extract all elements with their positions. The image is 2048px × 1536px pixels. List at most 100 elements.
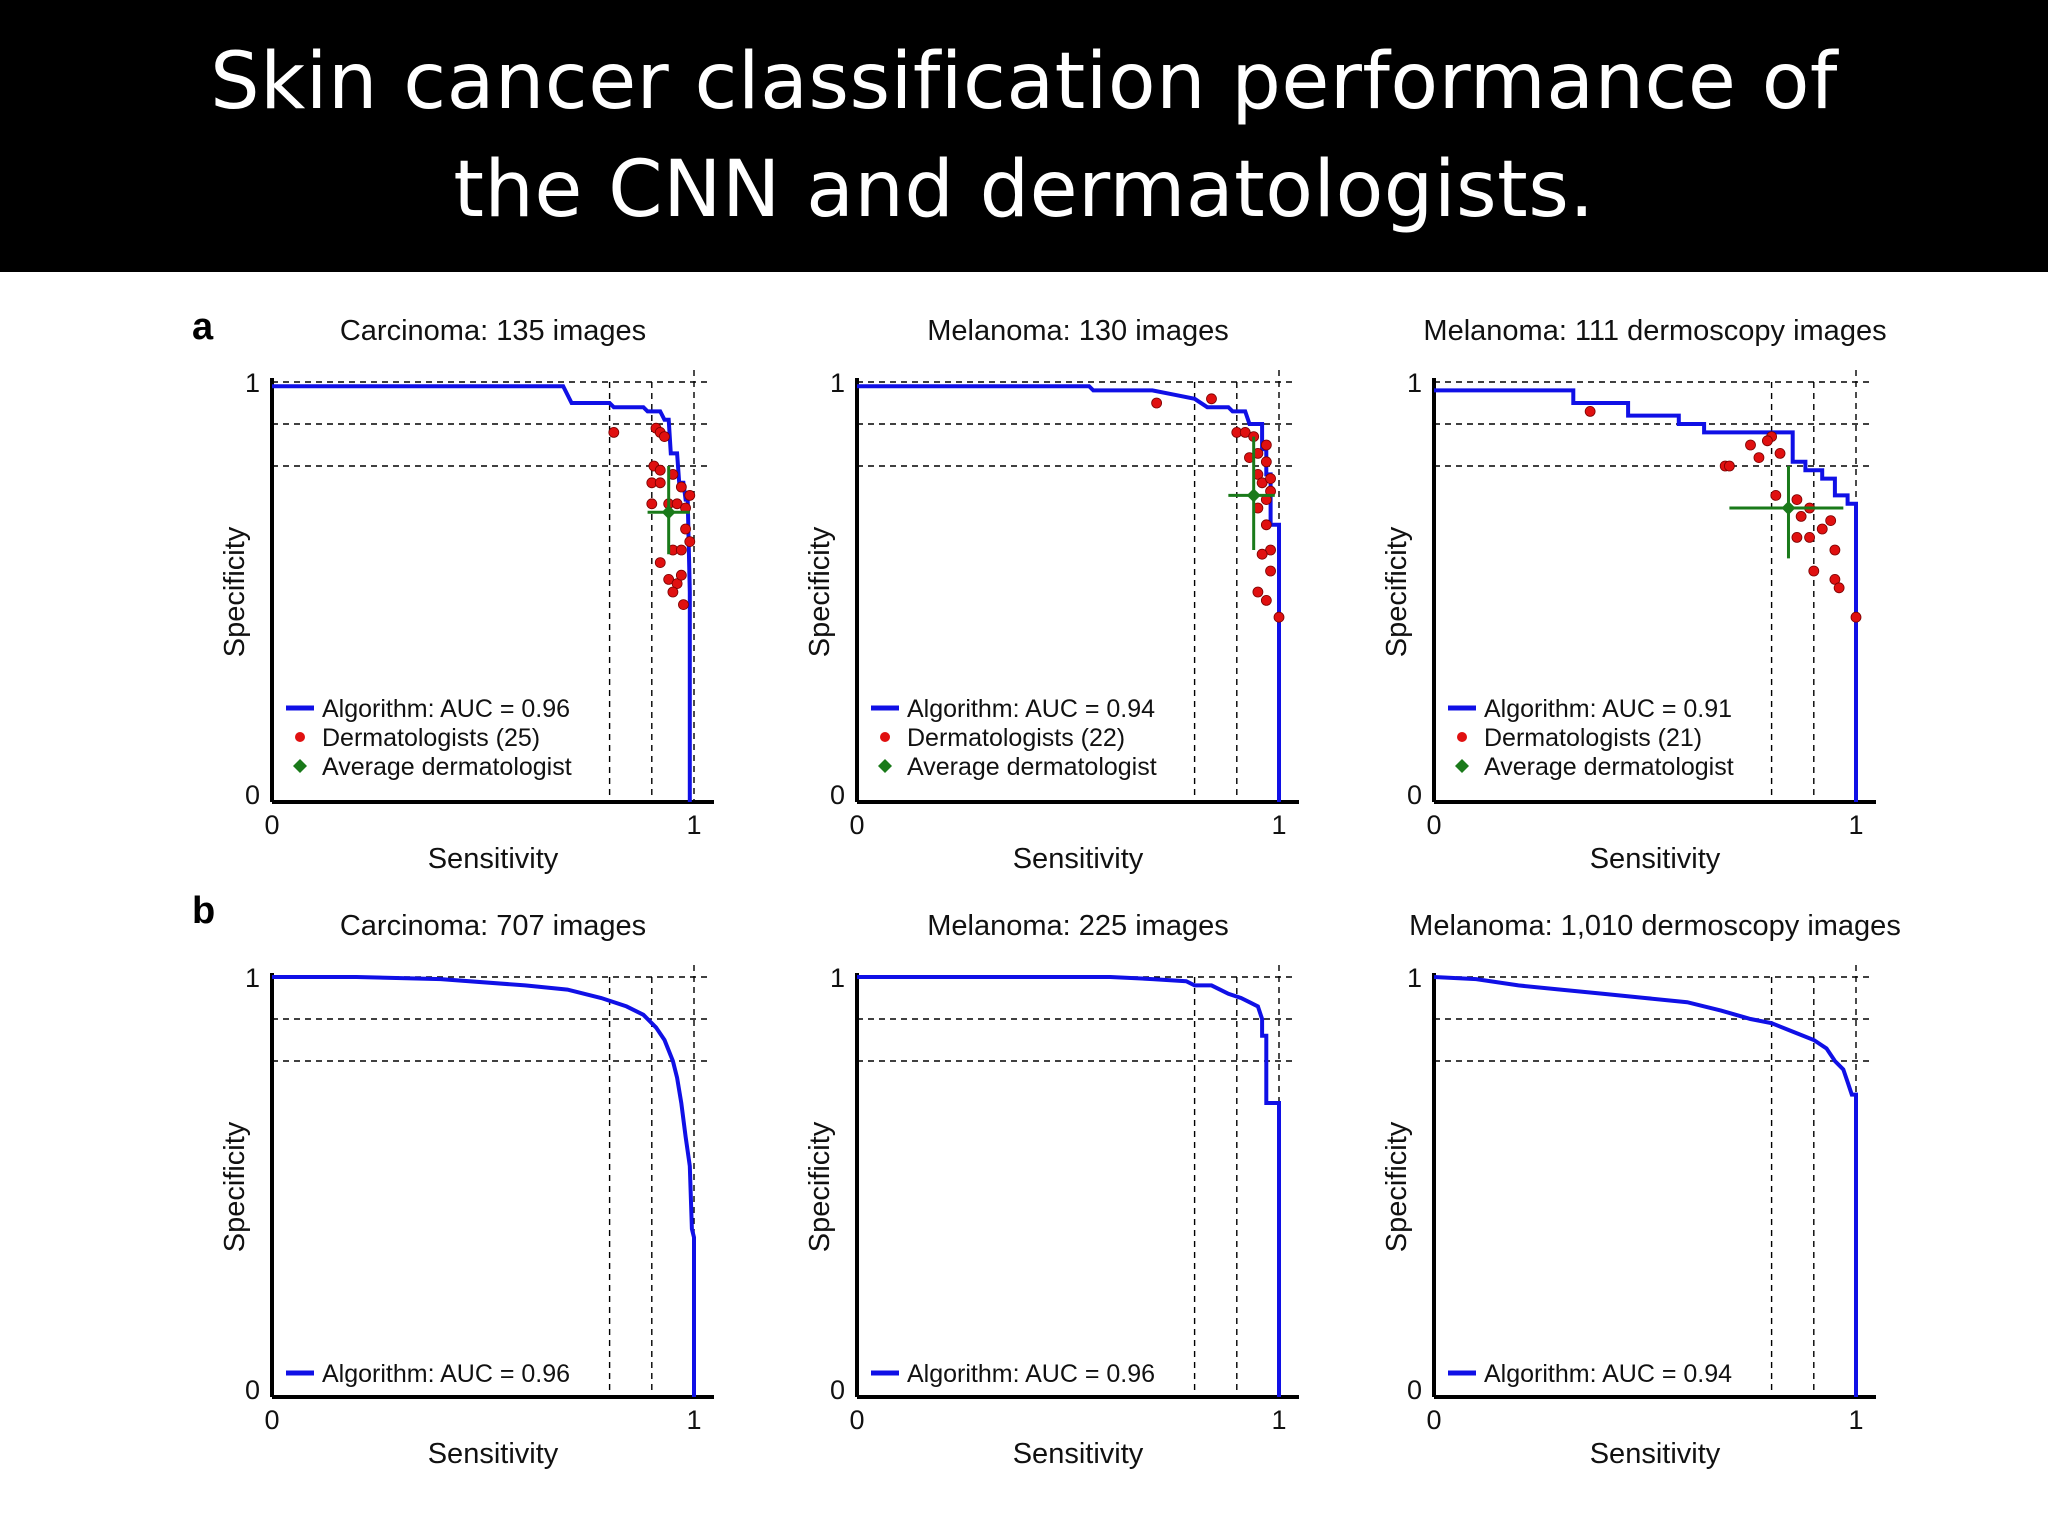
title-banner: Skin cancer classification performance o… (0, 0, 2048, 272)
y-tick-label: 0 (830, 780, 845, 810)
roc-curve (272, 384, 692, 802)
dermatologist-point (1256, 477, 1268, 489)
dermatologist-point (654, 557, 666, 569)
legend-dermatologist-swatch (1457, 732, 1467, 742)
y-tick-label: 0 (245, 780, 260, 810)
slide-title-line-2: the CNN and dermatologists. (453, 145, 1595, 235)
roc-chart-melanoma-dermoscopy-111: Melanoma: 111 dermoscopy images 1 0 0 1 Sensi… (1372, 300, 1972, 900)
panel-label-b: b (192, 890, 216, 932)
x-tick-label: 1 (1271, 1405, 1286, 1435)
chart-title: Melanoma: 130 images (927, 315, 1228, 347)
legend-average-swatch (1455, 759, 1469, 773)
dermatologist-point (1265, 565, 1276, 577)
legend-average-swatch (878, 759, 892, 773)
legend-label: Dermatologists (22) (907, 724, 1125, 752)
dermatologist-point (680, 523, 691, 535)
roc-chart-melanoma-130: Melanoma: 130 images 1 0 0 1 Sensitivity Speci… (795, 300, 1395, 900)
dermatologist-point (671, 578, 683, 590)
average-dermatologist-point (1246, 488, 1261, 503)
x-tick-label: 1 (686, 1405, 701, 1435)
dermatologist-point (1151, 397, 1163, 409)
x-tick-label: 0 (1426, 1405, 1441, 1435)
x-tick-label: 1 (1271, 810, 1286, 840)
dermatologist-point (684, 489, 696, 501)
dermatologist-point (1256, 548, 1268, 560)
legend-dermatologist-swatch (295, 732, 305, 742)
chart-title: Carcinoma: 707 images (340, 910, 646, 942)
dermatologist-point (1260, 439, 1272, 451)
dermatologist-point (1206, 393, 1217, 405)
dermatologist-point (1239, 426, 1251, 438)
y-tick-label: 0 (1407, 780, 1422, 810)
legend-label: Average dermatologist (1484, 753, 1734, 781)
dermatologist-point (1761, 435, 1773, 447)
dermatologist-point (654, 464, 666, 476)
x-axis-label: Sensitivity (1590, 843, 1721, 875)
dermatologist-point (663, 573, 675, 585)
dermatologist-point (1753, 452, 1765, 464)
dermatologist-point (654, 477, 666, 489)
chart-title: Melanoma: 111 dermoscopy images (1423, 315, 1886, 347)
roc-chart-melanoma-dermoscopy-1010: Melanoma: 1,010 dermoscopy images 1 0 0 1 Sen… (1372, 895, 1972, 1495)
dermatologist-point (1265, 544, 1276, 556)
panel-label-a: a (192, 306, 214, 348)
x-tick-label: 1 (686, 810, 701, 840)
x-tick-label: 0 (1426, 810, 1441, 840)
legend-label: Algorithm: AUC = 0.96 (322, 695, 570, 723)
x-axis-label: Sensitivity (428, 1438, 559, 1470)
legend-label: Dermatologists (25) (322, 724, 540, 752)
legend-label: Average dermatologist (322, 753, 572, 781)
dermatologist-point (659, 431, 670, 443)
y-tick-label: 1 (830, 963, 845, 993)
dermatologist-point (675, 481, 687, 493)
dermatologist-point (1829, 544, 1841, 556)
legend-label: Algorithm: AUC = 0.91 (1484, 695, 1732, 723)
x-tick-label: 0 (264, 1405, 279, 1435)
dermatologist-point (678, 599, 689, 611)
roc-curve (857, 975, 1281, 1397)
legend-average-swatch (293, 759, 307, 773)
slide-title-line-1: Skin cancer classification performance o… (210, 37, 1838, 127)
legend-label: Average dermatologist (907, 753, 1157, 781)
dermatologist-point (1265, 473, 1276, 485)
dermatologist-point (1808, 565, 1820, 577)
dermatologist-point (1745, 439, 1756, 451)
legend-label: Algorithm: AUC = 0.96 (907, 1360, 1155, 1388)
legend-label: Algorithm: AUC = 0.94 (907, 695, 1155, 723)
dermatologist-point (608, 426, 620, 438)
roc-chart-carcinoma-707: Carcinoma: 707 images 1 0 0 1 Sensitivity Spec… (210, 895, 810, 1495)
dermatologist-point (671, 498, 683, 510)
y-tick-label: 1 (830, 368, 845, 398)
y-tick-label: 1 (1407, 368, 1422, 398)
dermatologist-point (1584, 406, 1596, 417)
dermatologist-point (1804, 531, 1815, 543)
y-tick-label: 1 (1407, 963, 1422, 993)
roc-curve (1434, 388, 1858, 802)
x-tick-label: 1 (1848, 1405, 1863, 1435)
dermatologist-point (1791, 531, 1803, 543)
legend-label: Algorithm: AUC = 0.96 (322, 1360, 570, 1388)
x-axis-label: Sensitivity (1590, 1438, 1721, 1470)
roc-chart-melanoma-225: Melanoma: 225 images 1 0 0 1 Sensitivity Speci… (795, 895, 1395, 1495)
x-axis-label: Sensitivity (1013, 1438, 1144, 1470)
dermatologist-point (1833, 582, 1845, 594)
roc-curve (1433, 975, 1858, 1397)
y-axis-label: Specificity (219, 526, 251, 657)
y-axis-label: Specificity (804, 526, 836, 657)
y-axis-label: Specificity (1381, 526, 1413, 657)
dermatologist-point (646, 498, 658, 510)
x-axis-label: Sensitivity (1013, 843, 1144, 875)
x-tick-label: 1 (1848, 810, 1863, 840)
y-axis-label: Specificity (219, 1121, 251, 1252)
legend-dermatologist-swatch (880, 732, 890, 742)
chart-title: Melanoma: 225 images (927, 910, 1228, 942)
average-dermatologist-point (661, 505, 676, 520)
x-tick-label: 0 (849, 810, 864, 840)
dermatologist-point (1252, 586, 1264, 598)
legend-label: Algorithm: AUC = 0.94 (1484, 1360, 1732, 1388)
dermatologist-point (1825, 515, 1837, 527)
dermatologist-point (1795, 510, 1807, 522)
chart-title: Carcinoma: 135 images (340, 315, 646, 347)
dermatologist-point (1791, 494, 1803, 506)
legend-label: Dermatologists (21) (1484, 724, 1702, 752)
